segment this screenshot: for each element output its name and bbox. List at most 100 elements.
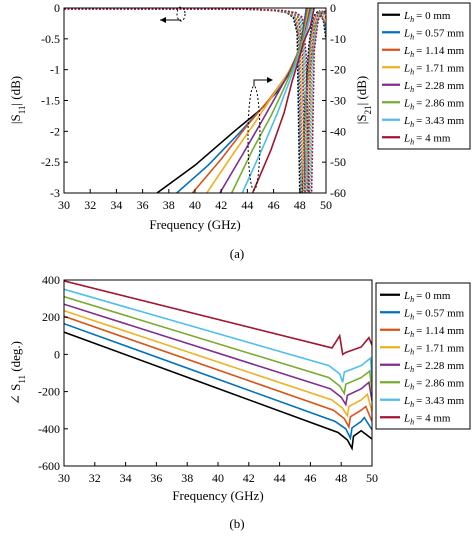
- legend-entry-7: Lh = 4 mm: [403, 132, 451, 146]
- x-axis-label-b: Frequency (GHz): [172, 488, 263, 503]
- legend-entry-3: Lh = 1.71 mm: [403, 342, 465, 356]
- y-tick-label-right-a: -50: [330, 155, 346, 169]
- s21-series-group: [64, 8, 326, 193]
- s11-line-7: [251, 8, 315, 193]
- s21-line-7: [64, 8, 326, 193]
- legend-entry-3: Lh = 1.71 mm: [403, 62, 465, 76]
- s11-line-0: [156, 8, 308, 193]
- legend-entry-5: Lh = 2.86 mm: [403, 97, 465, 111]
- legend-entry-4: Lh = 2.28 mm: [403, 360, 465, 374]
- x-axis-label-a: Frequency (GHz): [149, 217, 240, 232]
- legend-entry-0: Lh = 0 mm: [403, 10, 451, 24]
- legend-a: Lh = 0 mm Lh = 0.57 mm Lh = 1.14 mm Lh = 1.71 m…: [377, 2, 471, 150]
- y-tick-label-b: -600: [38, 459, 60, 473]
- phase-line-3: [64, 309, 372, 419]
- y-tick-label-b: 0: [54, 347, 60, 361]
- y-tick-label-b: -200: [38, 385, 60, 399]
- x-tick-label-b: 36: [150, 471, 162, 485]
- legend-entry-6: Lh = 3.43 mm: [403, 395, 465, 409]
- x-tick-label-b: 32: [89, 471, 101, 485]
- annotation-ellipse-s21: [247, 85, 261, 191]
- x-tick-label-b: 40: [212, 471, 224, 485]
- y-ticks-left-a: 0 -0.5 -1 -1.5 -2 -2.5 -3: [41, 1, 68, 200]
- y-axis-label-right-a: |S21| (dB): [354, 76, 373, 125]
- legend-entry-1: Lh = 0.57 mm: [403, 27, 465, 41]
- panel-label-a: (a): [230, 246, 244, 261]
- annotation-ellipse-s11: [176, 6, 186, 22]
- legend-b: Lh = 0 mm Lh = 0.57 mm Lh = 1.14 mm Lh = 1.71 m…: [375, 282, 471, 430]
- x-ticks-b: 30 32 34 36 38 40 42 44 46 48 50: [58, 462, 378, 485]
- x-tick-label-b: 48: [335, 471, 347, 485]
- legend-entry-4: Lh = 2.28 mm: [403, 80, 465, 94]
- phase-line-1: [64, 322, 372, 441]
- panel-b: 30 32 34 36 38 40 42 44 46 48 50 400 200 0 -200 -400 -6…: [8, 273, 471, 531]
- panel-label-b: (b): [229, 516, 244, 531]
- y-tick-label-right-a: -40: [330, 124, 346, 138]
- legend-entry-2: Lh = 1.14 mm: [403, 45, 465, 59]
- y-axis-label-b: ∠ S11 (deg.): [8, 341, 27, 405]
- x-tick-label-a: 48: [294, 198, 306, 212]
- y-tick-label-right-a: 0: [330, 1, 336, 15]
- x-tick-label-b: 44: [274, 471, 286, 485]
- phase-line-2: [64, 315, 372, 430]
- legend-entry-1: Lh = 0.57 mm: [403, 307, 465, 321]
- y-tick-label-b: -400: [38, 422, 60, 436]
- y-tick-label-left-a: -2.5: [41, 155, 60, 169]
- y-ticks-right-a: 0 -10 -20 -30 -40 -50 -60: [322, 1, 346, 200]
- x-tick-label-a: 46: [268, 198, 280, 212]
- s11-series-group: [156, 8, 315, 193]
- y-axis-label-left-a: |S11| (dB): [8, 76, 27, 124]
- legend-entry-5: Lh = 2.86 mm: [403, 377, 465, 391]
- annotation-arrowhead-right: [267, 77, 273, 83]
- legend-box: [377, 2, 471, 150]
- s11-line-2: [191, 8, 309, 193]
- s11-line-6: [241, 8, 314, 193]
- s11-line-3: [206, 8, 310, 193]
- x-tick-label-b: 46: [304, 471, 316, 485]
- x-tick-label-b: 42: [243, 471, 255, 485]
- plot-frame-b: [63, 279, 373, 467]
- y-tick-label-right-a: -10: [330, 32, 346, 46]
- y-ticks-b: 400 200 0 -200 -400 -600: [38, 273, 68, 473]
- x-tick-label-a: 36: [137, 198, 149, 212]
- x-tick-label-b: 34: [120, 471, 132, 485]
- phase-line-0: [64, 331, 372, 451]
- y-tick-label-b: 200: [42, 310, 60, 324]
- x-tick-label-a: 30: [58, 198, 70, 212]
- x-tick-label-b: 38: [181, 471, 193, 485]
- x-tick-label-a: 32: [84, 198, 96, 212]
- y-tick-label-left-a: -1.5: [41, 94, 60, 108]
- x-tick-label-a: 44: [241, 198, 253, 212]
- y-tick-label-left-a: -0.5: [41, 32, 60, 46]
- x-tick-label-a: 40: [189, 198, 201, 212]
- phase-line-5: [64, 295, 372, 396]
- x-tick-label-b: 50: [366, 471, 378, 485]
- y-tick-label-right-a: -20: [330, 63, 346, 77]
- phase-line-4: [64, 303, 372, 407]
- y-tick-label-b: 400: [42, 273, 60, 287]
- y-tick-label-left-a: -2: [50, 124, 60, 138]
- legend-entry-7: Lh = 4 mm: [403, 412, 451, 426]
- y-tick-label-right-a: -30: [330, 94, 346, 108]
- legend-entry-2: Lh = 1.14 mm: [403, 325, 465, 339]
- y-tick-label-left-a: 0: [54, 1, 60, 15]
- x-ticks-a: 30 32 34 36 38 40 42 44 46 48 50: [58, 189, 332, 212]
- phase-series-group: [64, 280, 372, 451]
- phase-line-6: [64, 288, 372, 383]
- legend-entry-6: Lh = 3.43 mm: [403, 115, 465, 129]
- phase-line-7: [64, 280, 372, 356]
- legend-entry-0: Lh = 0 mm: [403, 290, 451, 304]
- y-tick-label-left-a: -1: [50, 63, 60, 77]
- legend-box: [375, 282, 471, 430]
- annotation-arrow-right: [253, 79, 271, 86]
- x-tick-label-a: 42: [215, 198, 227, 212]
- annotation-arrowhead-left: [160, 17, 166, 23]
- x-tick-label-a: 50: [320, 198, 332, 212]
- x-tick-label-a: 38: [163, 198, 175, 212]
- x-tick-label-b: 30: [58, 471, 70, 485]
- y-tick-label-right-a: -60: [330, 186, 346, 200]
- x-tick-label-a: 34: [110, 198, 122, 212]
- y-tick-label-left-a: -3: [50, 186, 60, 200]
- panel-a: 30 32 34 36 38 40 42 44 46 48 50 0 -0.5 -1 -1.5 -2 -2.5…: [8, 1, 471, 261]
